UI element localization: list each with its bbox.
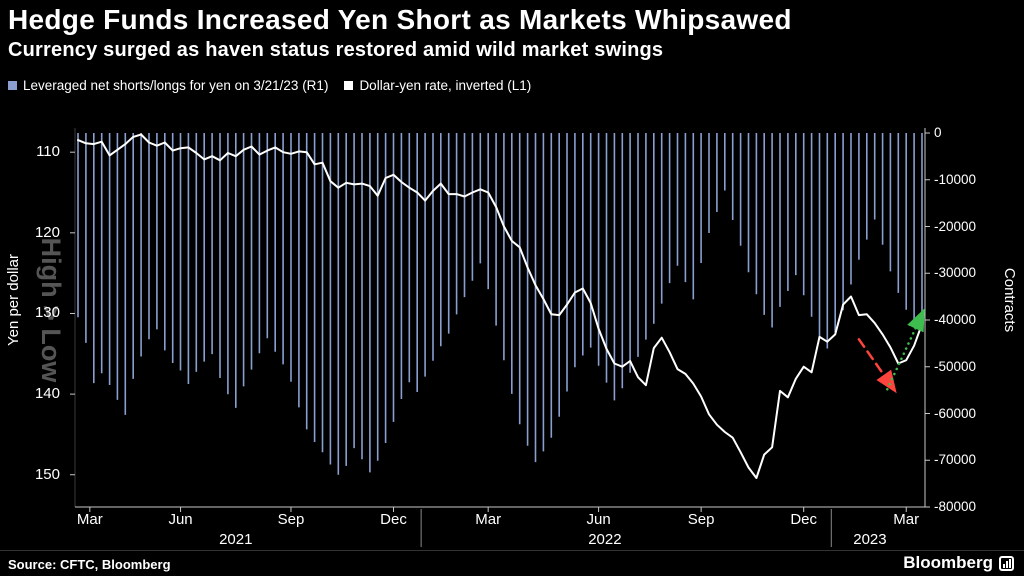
bloomberg-chart-icon	[999, 555, 1014, 571]
bloomberg-logo: Bloomberg	[903, 553, 1014, 573]
bloomberg-logo-text: Bloomberg	[903, 553, 993, 572]
dollar-yen-swatch-icon	[344, 81, 354, 90]
page-title: Hedge Funds Increased Yen Short as Marke…	[8, 4, 792, 35]
net-shorts-swatch-icon	[8, 81, 17, 90]
source-text: Source: CFTC, Bloomberg	[8, 557, 171, 572]
page-subtitle: Currency surged as haven status restored…	[8, 39, 664, 61]
legend: Leveraged net shorts/longs for yen on 3/…	[8, 78, 531, 93]
footer-divider	[0, 550, 1024, 551]
legend-item-dollar-yen: Dollar-yen rate, inverted (L1)	[344, 78, 531, 93]
legend-item-net-shorts: Leveraged net shorts/longs for yen on 3/…	[8, 78, 328, 93]
legend-label-dollar-yen: Dollar-yen rate, inverted (L1)	[359, 78, 532, 93]
legend-label-net-shorts: Leveraged net shorts/longs for yen on 3/…	[23, 78, 329, 93]
